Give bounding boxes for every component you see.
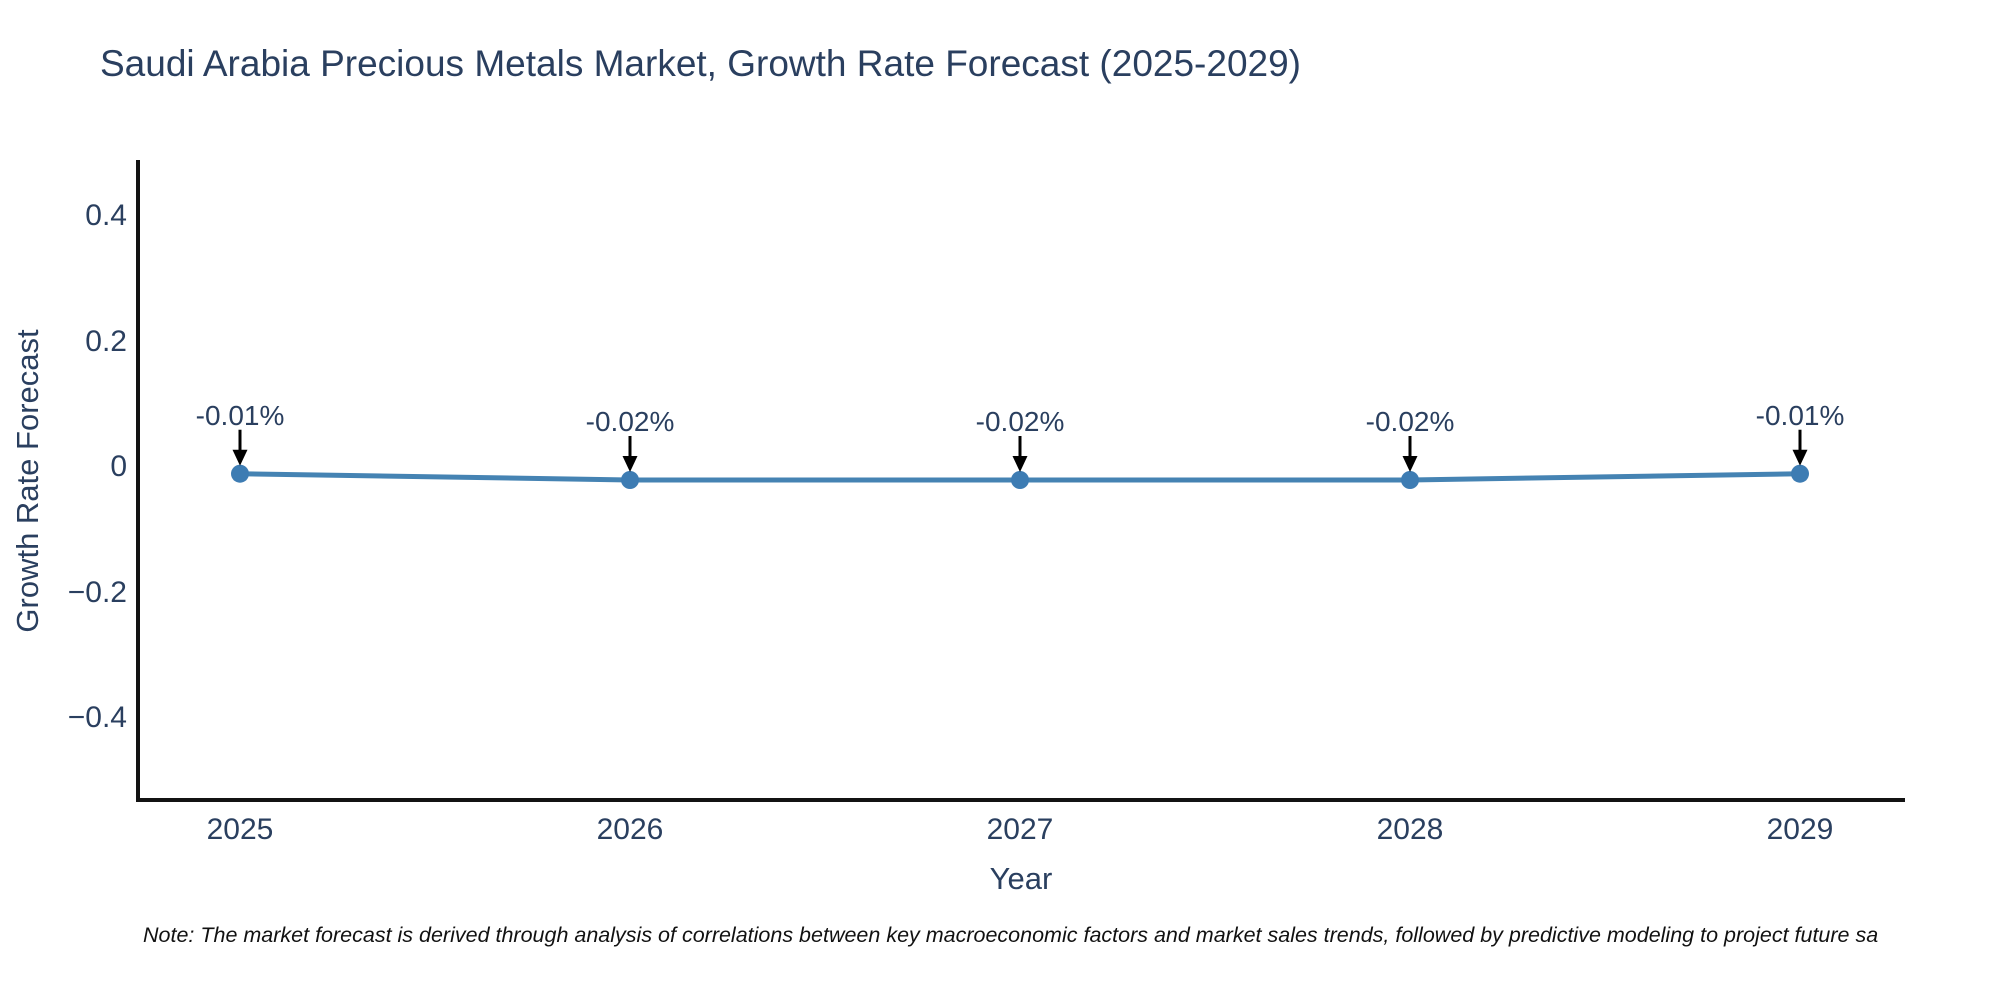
y-tick-label--0.2: −0.2 (67, 575, 127, 609)
annotation-label-2027: -0.02% (975, 406, 1065, 437)
annotation-label-2026: -0.02% (585, 406, 675, 437)
data-point-2026[interactable] (621, 471, 639, 489)
y-tick-label--0.4: −0.4 (67, 701, 127, 735)
y-tick-label-0: 0 (110, 450, 127, 484)
data-point-2029[interactable] (1791, 464, 1809, 483)
x-tick-label-2025: 2025 (206, 813, 274, 846)
data-point-2028[interactable] (1401, 471, 1419, 489)
annotation-arrow-head-2026 (622, 456, 638, 472)
annotation-arrow-head-2027 (1012, 456, 1028, 472)
y-tick-label-0.2: 0.2 (85, 324, 127, 358)
annotation-label-2028: -0.02% (1365, 406, 1455, 437)
footnote: Note: The market forecast is derived thr… (143, 923, 1879, 947)
annotation-label-2025: -0.01% (195, 399, 285, 431)
annotation-arrow-head-2029 (1792, 449, 1808, 466)
x-tick-label-2028: 2028 (1376, 813, 1444, 846)
data-point-2027[interactable] (1011, 471, 1029, 489)
x-tick-label-2027: 2027 (986, 813, 1054, 846)
x-tick-label-2026: 2026 (596, 813, 664, 846)
data-point-2025[interactable] (231, 464, 249, 483)
x-axis-title: Year (989, 861, 1053, 896)
y-tick-label-0.4: 0.4 (85, 199, 127, 233)
x-tick-label-2029: 2029 (1766, 813, 1834, 846)
annotation-arrow-head-2028 (1402, 456, 1418, 472)
annotation-label-2029: -0.01% (1755, 399, 1845, 431)
annotation-arrow-head-2025 (232, 449, 248, 466)
chart-title: Saudi Arabia Precious Metals Market, Gro… (100, 43, 1302, 84)
y-axis-title: Growth Rate Forecast (10, 329, 45, 633)
